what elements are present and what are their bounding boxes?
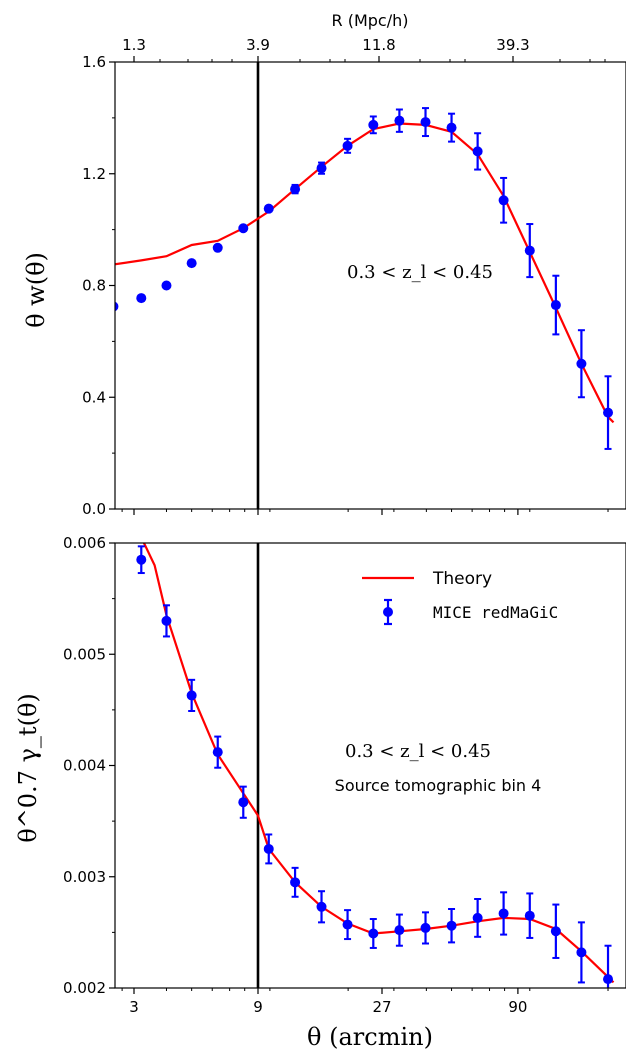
top-data-point-8 (316, 163, 327, 174)
top-data-point-15 (498, 195, 509, 206)
bottom-data-point-6 (290, 877, 301, 888)
bottom-annotation: 0.3 < z_l < 0.45 (345, 741, 491, 762)
bottom-data-point-7 (316, 901, 327, 912)
top-data-point-11 (394, 115, 405, 126)
top-ytick-label-1: 0.4 (82, 388, 106, 406)
top-secondary-tick-label-2: 11.8 (362, 36, 395, 54)
bottom-xtick-label-2: 27 (372, 998, 391, 1016)
top-data-point-19 (603, 407, 614, 418)
top-ytick-label-3: 1.2 (82, 165, 106, 183)
top-y-axis-label: θ w(θ) (22, 252, 50, 328)
bottom-data-point-18 (603, 974, 614, 985)
top-ytick-label-4: 1.6 (82, 53, 106, 71)
top-clipped-series (115, 62, 615, 509)
bottom-data-point-4 (238, 797, 249, 808)
bottom-x-ticks: 3 9 27 90 (121, 988, 609, 1016)
bottom-data-point-12 (446, 920, 457, 931)
legend-theory-label: Theory (432, 569, 492, 589)
bottom-data-point-10 (394, 925, 405, 936)
top-data-point-17 (550, 300, 561, 311)
top-secondary-axis: 1.3 3.9 11.8 39.3 (122, 36, 606, 62)
bottom-ytick-label-0: 0.002 (63, 979, 106, 997)
top-x-ticks (121, 509, 609, 515)
top-data-point-4 (212, 242, 223, 253)
top-data-point-5 (238, 223, 249, 234)
bottom-data-point-5 (263, 843, 274, 854)
top-data-point-10 (368, 119, 379, 130)
top-axes-frame (114, 61, 626, 510)
top-secondary-tick-label-0: 1.3 (122, 36, 146, 54)
top-data-point-18 (576, 358, 587, 369)
x-axis-label: θ (arcmin) (307, 1023, 433, 1051)
legend: Theory MICE redMaGiC (362, 569, 558, 626)
bottom-y-axis-label: θ^0.7 γ_t(θ) (14, 693, 42, 843)
bottom-data-point-8 (342, 919, 353, 930)
bottom-xtick-label-3: 90 (508, 998, 527, 1016)
top-plot-area (115, 62, 615, 509)
legend-mice-marker (383, 607, 393, 617)
top-data-point-7 (290, 184, 301, 195)
bottom-annotation-bin: Source tomographic bin 4 (335, 776, 542, 795)
top-ytick-label-0: 0.0 (82, 500, 106, 518)
top-data-point-6 (263, 203, 274, 214)
top-data-point-0 (115, 301, 119, 312)
bottom-plot-area (136, 543, 615, 988)
bottom-data-point-11 (420, 922, 431, 933)
bottom-panel: 0.002 0.003 0.004 0.005 0.006 3 9 27 90 θ (arcm… (14, 534, 626, 1051)
bottom-data-point-16 (550, 926, 561, 937)
top-data-point-13 (446, 122, 457, 133)
top-panel: 0.0 0.4 0.8 1.2 1.6 1.3 3.9 11.8 39.3 R (Mpc/h)… (22, 11, 626, 518)
top-y-ticks: 0.0 0.4 0.8 1.2 1.6 (82, 53, 115, 518)
top-annotation: 0.3 < z_l < 0.45 (347, 262, 493, 283)
bottom-data-point-15 (524, 910, 535, 921)
legend-mice-label: MICE redMaGiC (433, 603, 558, 622)
bottom-xtick-label-1: 9 (253, 998, 263, 1016)
bottom-y-ticks: 0.002 0.003 0.004 0.005 0.006 (63, 534, 115, 997)
bottom-data-point-17 (576, 947, 587, 958)
top-secondary-tick-label-1: 3.9 (246, 36, 270, 54)
bottom-data-point-14 (498, 908, 509, 919)
top-axis-label: R (Mpc/h) (332, 11, 409, 30)
bottom-ytick-label-1: 0.003 (63, 868, 106, 886)
bottom-xtick-label-0: 3 (129, 998, 139, 1016)
top-secondary-tick-label-3: 39.3 (496, 36, 529, 54)
bottom-ytick-label-2: 0.004 (63, 757, 106, 775)
top-data-point-3 (186, 258, 197, 269)
bottom-ytick-label-4: 0.006 (63, 534, 106, 552)
bottom-clipped-series (136, 543, 615, 988)
bottom-data-point-0 (136, 554, 147, 565)
top-data-point-16 (524, 245, 535, 256)
bottom-ytick-label-3: 0.005 (63, 645, 106, 663)
bottom-data-point-3 (212, 747, 223, 758)
top-data-point-2 (161, 280, 172, 291)
bottom-data-point-2 (186, 690, 197, 701)
top-ytick-label-2: 0.8 (82, 277, 106, 295)
top-data-point-14 (472, 146, 483, 157)
top-data-point-12 (420, 117, 431, 128)
bottom-data-point-9 (368, 928, 379, 939)
top-data-point-1 (136, 293, 147, 304)
bottom-data-point-13 (472, 912, 483, 923)
bottom-data-point-1 (161, 615, 172, 626)
top-data-point-9 (342, 140, 353, 151)
bottom-theory-line (142, 543, 615, 984)
